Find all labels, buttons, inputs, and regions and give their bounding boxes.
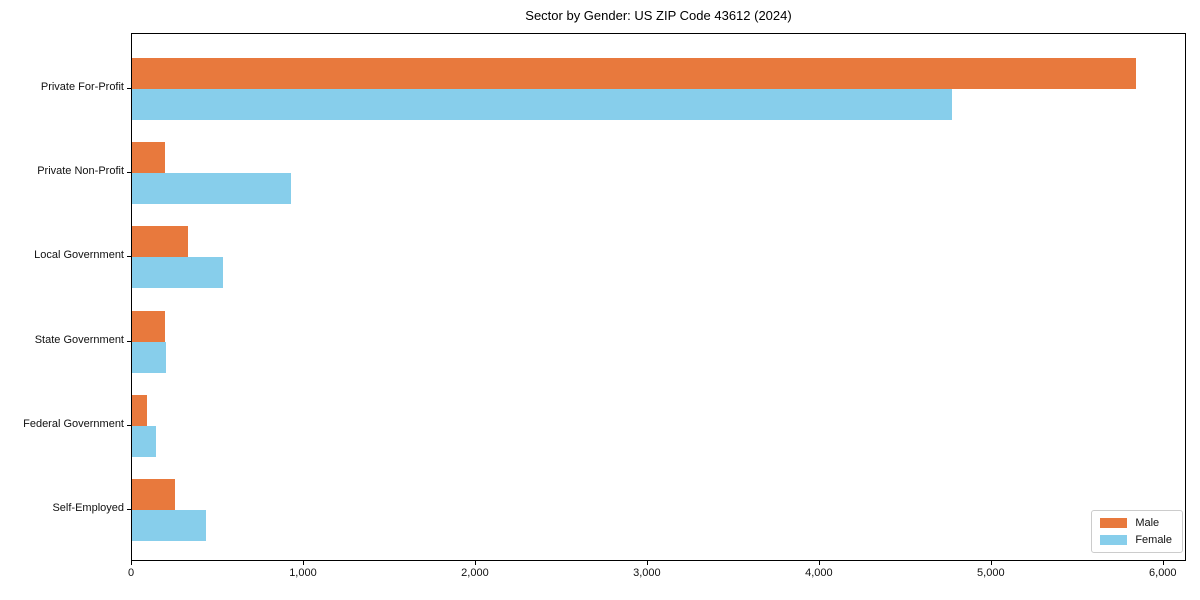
x-tick-label: 4,000: [805, 567, 833, 579]
x-tick-label: 2,000: [461, 567, 489, 579]
x-tick-label: 3,000: [633, 567, 661, 579]
bar-female-2: [132, 173, 292, 205]
bar-female-3: [132, 257, 224, 289]
y-tick-label: Private For-Profit: [40, 81, 124, 93]
bar-female-1: [132, 89, 953, 120]
y-tick-label: Private Non-Profit: [37, 165, 124, 178]
legend-entry-male: Male: [1100, 517, 1172, 529]
male-color-swatch: [1100, 518, 1128, 528]
y-tick-label: State Government: [34, 333, 124, 346]
female-color-swatch: [1100, 535, 1128, 545]
bar-male-3: [132, 226, 188, 258]
y-tick-mark: [127, 424, 131, 426]
chart-title: Sector by Gender: US ZIP Code 43612 (202…: [525, 8, 792, 23]
y-tick-mark: [127, 509, 131, 510]
bar-female-5: [132, 425, 157, 457]
bar-male-6: [132, 479, 175, 510]
bar-male-2: [132, 142, 165, 174]
x-tick-mark: [131, 561, 132, 565]
legend-label-male: Male: [1135, 517, 1160, 529]
x-tick-label: 6,000: [1149, 567, 1177, 579]
y-tick-label: Self-Employed: [52, 502, 124, 514]
x-tick-mark: [818, 561, 820, 565]
legend: Male Female: [1091, 510, 1183, 553]
y-tick-mark: [127, 88, 131, 89]
bar-male-1: [132, 58, 1137, 89]
y-tick-mark: [127, 340, 131, 342]
x-tick-mark: [1162, 561, 1164, 565]
legend-entry-female: Female: [1100, 534, 1172, 546]
x-tick-label: 1,000: [289, 567, 317, 579]
x-tick-mark: [990, 561, 992, 565]
y-tick-label: Local Government: [34, 249, 124, 262]
bar-female-6: [132, 510, 206, 541]
x-tick-mark: [474, 561, 476, 565]
y-tick-label: Federal Government: [23, 417, 124, 430]
y-tick-mark: [127, 172, 131, 174]
legend-label-female: Female: [1135, 534, 1172, 546]
x-tick-label: 0: [127, 567, 135, 579]
bar-male-5: [132, 394, 148, 426]
bar-male-4: [132, 310, 165, 342]
x-tick-mark: [646, 561, 648, 565]
x-tick-label: 5,000: [977, 567, 1005, 579]
bar-female-4: [132, 341, 166, 373]
plot-area: [131, 33, 1186, 561]
y-tick-mark: [127, 256, 131, 258]
x-tick-mark: [302, 561, 304, 565]
